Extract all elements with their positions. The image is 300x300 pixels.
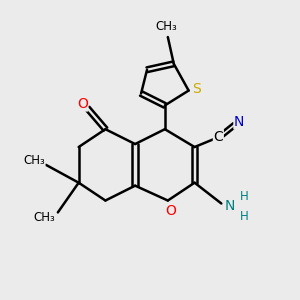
Text: S: S [192,82,200,96]
Text: N: N [224,200,235,214]
Text: CH₃: CH₃ [23,154,45,167]
Text: O: O [165,204,176,218]
Text: H: H [240,210,249,224]
Text: CH₃: CH₃ [155,20,177,33]
Text: O: O [77,97,88,111]
Text: CH₃: CH₃ [34,211,56,224]
Text: N: N [234,115,244,129]
Text: H: H [240,190,249,202]
Text: C: C [214,130,223,144]
